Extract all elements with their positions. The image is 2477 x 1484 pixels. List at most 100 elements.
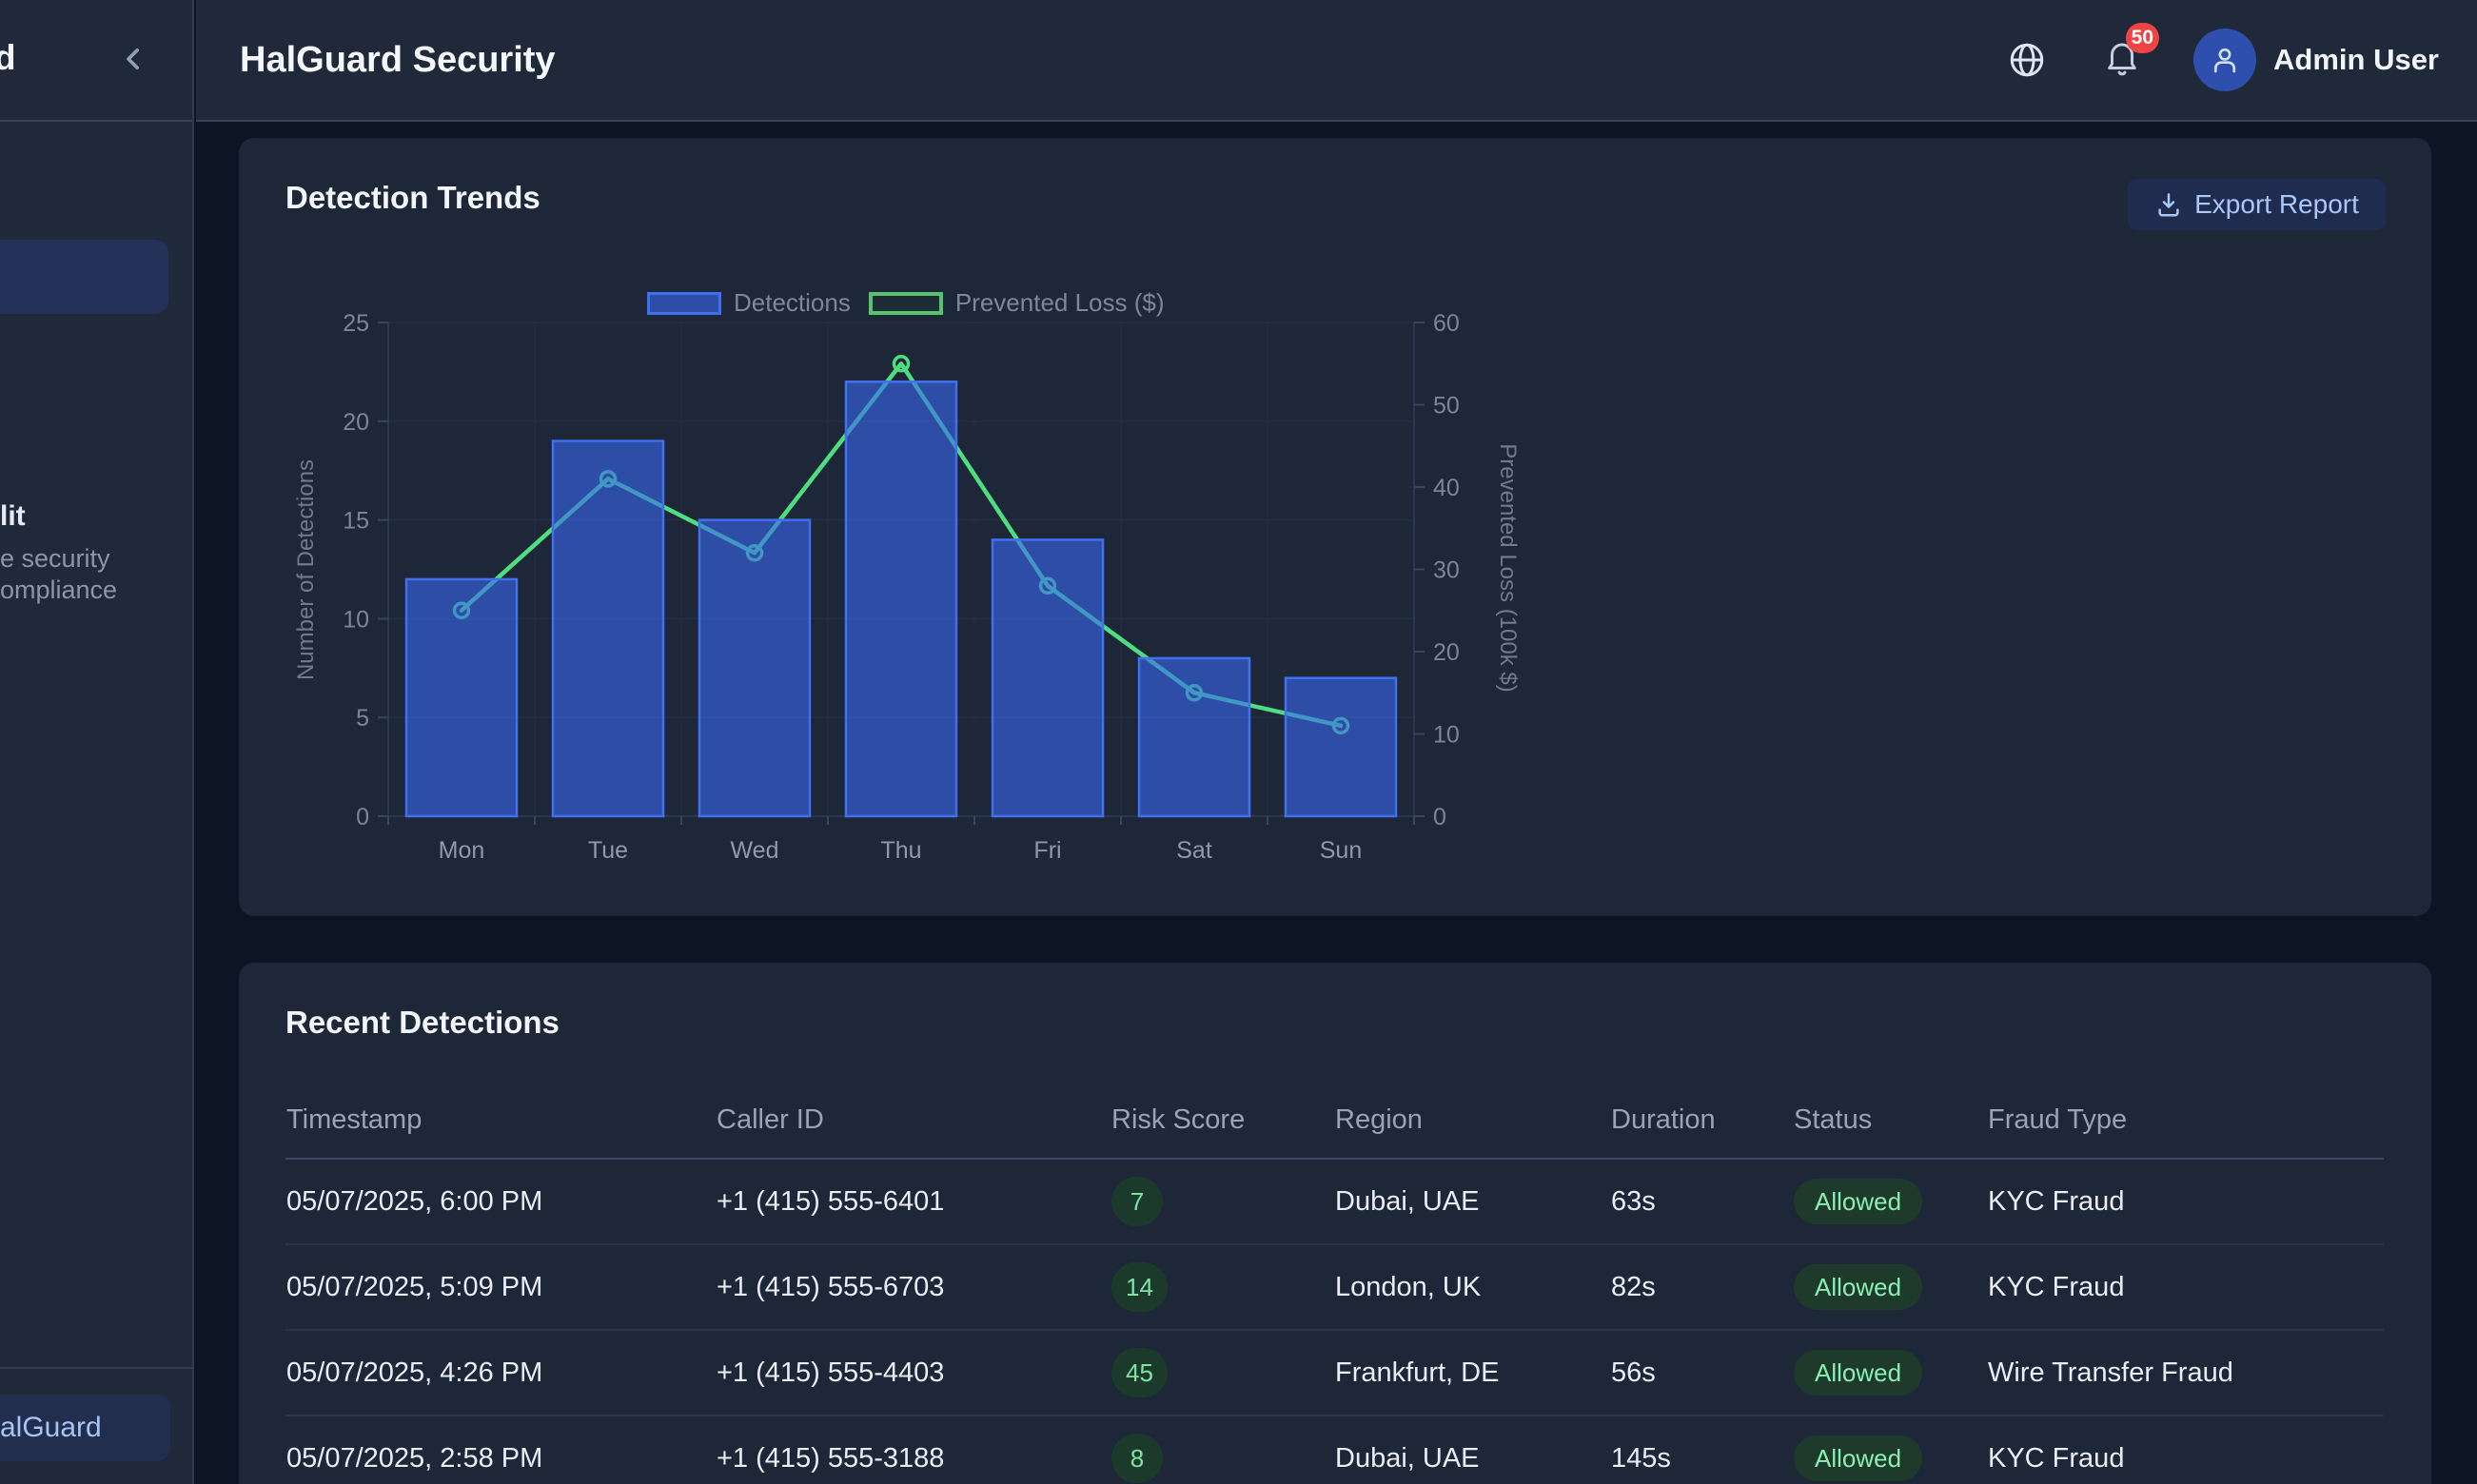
region-cell: London, UK xyxy=(1334,1244,1610,1331)
svg-text:30: 30 xyxy=(1433,557,1460,584)
status-badge: Allowed xyxy=(1794,1179,1923,1224)
notifications-button[interactable]: 50 xyxy=(2102,22,2160,83)
recent-detections-card: Recent Detections Timestamp Caller ID Ri… xyxy=(239,963,2431,1484)
topbar: HalGuard Security 50 xyxy=(196,0,2477,122)
risk-score-pill: 8 xyxy=(1111,1434,1163,1483)
svg-text:Fri: Fri xyxy=(1033,837,1061,864)
topbar-actions: 50 Admin User xyxy=(2007,22,2439,91)
bell-icon xyxy=(2108,43,2136,75)
svg-text:0: 0 xyxy=(356,804,369,830)
timestamp-cell: 05/07/2025, 6:00 PM xyxy=(285,1159,716,1245)
svg-text:0: 0 xyxy=(1433,804,1446,830)
risk-score-cell: 7 xyxy=(1111,1159,1334,1245)
legend-label-detections: Detections xyxy=(734,288,851,317)
caller-id-cell: +1 (415) 555-6401 xyxy=(716,1159,1111,1245)
legend-swatch-prevented-loss xyxy=(868,291,943,315)
column-header-risk-score: Risk Score xyxy=(1111,1083,1334,1160)
user-name[interactable]: Admin User xyxy=(2273,43,2439,76)
svg-text:Wed: Wed xyxy=(731,837,779,864)
svg-text:Mon: Mon xyxy=(439,837,485,864)
risk-score-pill: 7 xyxy=(1111,1177,1163,1226)
svg-text:Thu: Thu xyxy=(880,837,921,864)
risk-score-pill: 45 xyxy=(1111,1348,1168,1397)
legend-item-detections[interactable]: Detections xyxy=(647,288,851,318)
column-header-region: Region xyxy=(1334,1083,1610,1160)
svg-text:Sun: Sun xyxy=(1320,837,1362,864)
svg-text:Number of Detections: Number of Detections xyxy=(293,459,319,680)
svg-text:20: 20 xyxy=(343,409,369,436)
svg-text:40: 40 xyxy=(1433,475,1460,501)
svg-text:10: 10 xyxy=(343,606,369,633)
svg-text:10: 10 xyxy=(1433,722,1460,749)
svg-text:20: 20 xyxy=(1433,639,1460,666)
fraud-type-cell: KYC Fraud xyxy=(1987,1416,2384,1484)
svg-text:25: 25 xyxy=(343,310,369,337)
table-row[interactable]: 05/07/2025, 2:58 PM +1 (415) 555-3188 8 Dub… xyxy=(285,1416,2384,1484)
table-row[interactable]: 05/07/2025, 5:09 PM +1 (415) 555-6703 14 Lo… xyxy=(285,1244,2384,1331)
fraud-type-cell: KYC Fraud xyxy=(1987,1244,2384,1331)
duration-cell: 82s xyxy=(1610,1244,1793,1331)
user-avatar[interactable] xyxy=(2193,29,2257,91)
risk-score-cell: 45 xyxy=(1111,1330,1334,1416)
sidebar-footer-button-label: alGuard xyxy=(0,1412,102,1443)
globe-icon xyxy=(2010,43,2044,77)
column-header-timestamp: Timestamp xyxy=(285,1083,716,1160)
status-cell: Allowed xyxy=(1793,1416,1987,1484)
region-cell: Dubai, UAE xyxy=(1334,1416,1610,1484)
recent-detections-title: Recent Detections xyxy=(285,1005,560,1040)
recent-detections-table: Timestamp Caller ID Risk Score Region Du… xyxy=(285,1083,2384,1484)
timestamp-cell: 05/07/2025, 5:09 PM xyxy=(285,1244,716,1331)
table-row[interactable]: 05/07/2025, 4:26 PM +1 (415) 555-4403 45 Fr… xyxy=(285,1330,2384,1416)
svg-text:60: 60 xyxy=(1433,310,1460,337)
sidebar-collapse-button[interactable] xyxy=(112,40,154,82)
svg-text:50: 50 xyxy=(1433,393,1460,420)
chevron-left-icon xyxy=(127,49,139,69)
export-report-button[interactable]: Export Report xyxy=(2128,179,2386,230)
svg-text:Sat: Sat xyxy=(1176,837,1212,864)
page-title: HalGuard Security xyxy=(240,39,556,80)
sidebar: d lit e security ompliance alGuard xyxy=(0,0,194,1484)
svg-text:Prevented Loss (100k $): Prevented Loss (100k $) xyxy=(1495,443,1521,692)
status-cell: Allowed xyxy=(1793,1159,1987,1245)
detections-tbody: 05/07/2025, 6:00 PM +1 (415) 555-6401 7 Dub… xyxy=(285,1159,2384,1484)
column-header-duration: Duration xyxy=(1610,1083,1793,1160)
duration-cell: 63s xyxy=(1610,1159,1793,1245)
language-globe-button[interactable] xyxy=(2007,40,2047,80)
region-cell: Frankfurt, DE xyxy=(1334,1330,1610,1416)
legend-swatch-detections xyxy=(647,291,721,315)
sidebar-item-description-fragment-2: ompliance xyxy=(0,576,118,604)
notification-count-badge: 50 xyxy=(2125,22,2160,53)
sidebar-footer-button[interactable]: alGuard xyxy=(0,1395,170,1461)
detection-trends-chart[interactable]: 0 5 10 15 20 25 0 10 20 30 40 50 60 Mon Tue Wed Thu Fri Sa… xyxy=(239,138,1590,928)
caller-id-cell: +1 (415) 555-3188 xyxy=(716,1416,1111,1484)
column-header-caller-id: Caller ID xyxy=(716,1083,1111,1160)
status-cell: Allowed xyxy=(1793,1330,1987,1416)
svg-text:5: 5 xyxy=(356,705,369,732)
column-header-status: Status xyxy=(1793,1083,1987,1160)
detection-trends-card: Detection Trends Export Report Detection… xyxy=(239,138,2431,916)
fraud-type-cell: Wire Transfer Fraud xyxy=(1987,1330,2384,1416)
legend-label-prevented-loss: Prevented Loss ($) xyxy=(954,288,1165,317)
risk-score-cell: 8 xyxy=(1111,1416,1334,1484)
svg-text:Tue: Tue xyxy=(588,837,628,864)
status-badge: Allowed xyxy=(1794,1350,1923,1396)
status-cell: Allowed xyxy=(1793,1244,1987,1331)
legend-item-prevented-loss[interactable]: Prevented Loss ($) xyxy=(868,288,1165,318)
caller-id-cell: +1 (415) 555-6703 xyxy=(716,1244,1111,1331)
sidebar-item-active[interactable] xyxy=(0,240,168,314)
user-icon xyxy=(2213,48,2236,73)
detection-trends-title: Detection Trends xyxy=(285,180,541,215)
risk-score-cell: 14 xyxy=(1111,1244,1334,1331)
region-cell: Dubai, UAE xyxy=(1334,1159,1610,1245)
sidebar-item-description-fragment-1: e security xyxy=(0,544,110,573)
risk-score-pill: 14 xyxy=(1111,1262,1168,1312)
caller-id-cell: +1 (415) 555-4403 xyxy=(716,1330,1111,1416)
export-report-label: Export Report xyxy=(2194,189,2359,219)
table-row[interactable]: 05/07/2025, 6:00 PM +1 (415) 555-6401 7 Dub… xyxy=(285,1159,2384,1245)
download-icon xyxy=(2158,193,2179,217)
chart-legend: Detections Prevented Loss ($) xyxy=(647,288,1165,318)
sidebar-divider xyxy=(0,1367,194,1369)
duration-cell: 145s xyxy=(1610,1416,1793,1484)
fraud-type-cell: KYC Fraud xyxy=(1987,1159,2384,1245)
